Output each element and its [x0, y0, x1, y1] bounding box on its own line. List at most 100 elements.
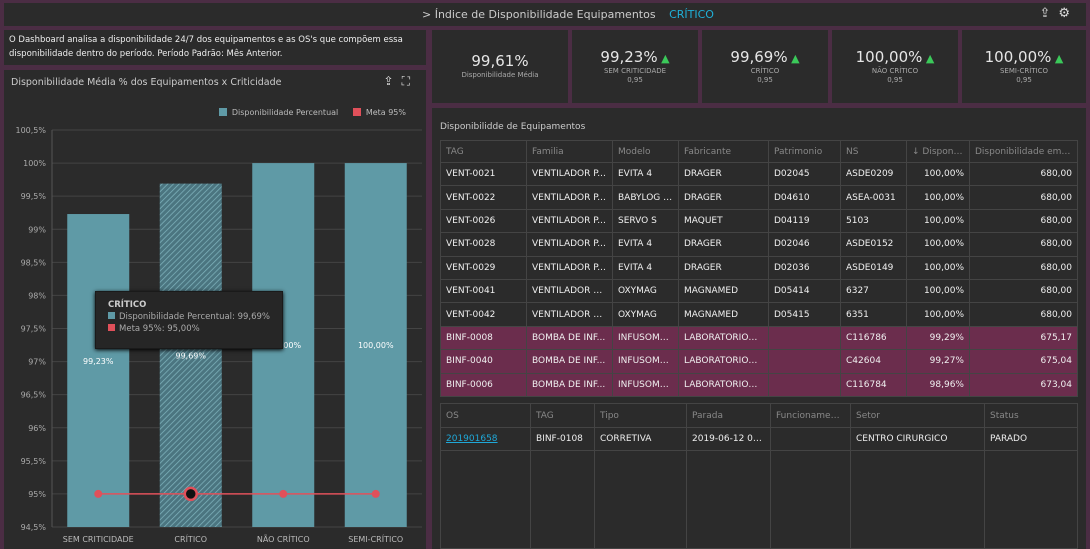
tooltip-line: Meta 95%: 95,00% — [119, 324, 200, 334]
table-cell: OXYMAG — [612, 278, 679, 304]
table-cell: MAGNAMED — [678, 278, 769, 304]
table-cell: 680,00 — [969, 255, 1078, 280]
table-cell — [768, 325, 841, 351]
empty-cell — [686, 450, 771, 549]
meta-point[interactable] — [94, 489, 103, 498]
table-cell: ASDE0152 — [840, 232, 907, 257]
table-cell: MAQUET — [678, 208, 769, 234]
column-header[interactable]: Disponibilidade em ... — [969, 140, 1078, 163]
legend-item-line[interactable]: Meta 95% — [352, 108, 406, 117]
table-cell: 675,17 — [969, 325, 1078, 351]
column-header[interactable]: Funcionamento — [770, 403, 851, 428]
table-cell — [768, 372, 841, 397]
table-cell: 100,00% — [906, 302, 970, 327]
data-label: 100,00% — [358, 341, 394, 350]
column-header[interactable]: Familia — [526, 140, 613, 163]
table-row[interactable]: VENT-0042 VENTILADOR D... OXYMAG MAGNAMED D0… — [440, 302, 1078, 327]
table-cell: PARADO — [984, 427, 1078, 451]
meta-point[interactable] — [371, 489, 380, 498]
trend-up-icon: ▲ — [787, 52, 800, 65]
column-header[interactable]: Fabricante — [678, 140, 769, 163]
os-table: OS TAG Tipo Parada Funcionamento Setor Status 2… — [440, 403, 1078, 549]
table-cell: DRAGER — [678, 255, 769, 280]
table-cell: VENT-0029 — [440, 255, 527, 280]
empty-cell — [530, 450, 595, 549]
column-header[interactable]: Modelo — [612, 140, 679, 163]
column-header[interactable]: TAG — [440, 140, 527, 163]
y-tick-label: 95% — [28, 490, 46, 499]
kpi-target: 0,95 — [627, 76, 643, 84]
table-cell: EVITA 4 — [612, 161, 679, 187]
kpi-value: 99,23% — [600, 48, 658, 66]
table-cell: 100,00% — [906, 278, 970, 304]
x-tick-label: SEMI-CRÍTICO — [348, 533, 403, 544]
table-cell: SERVO S — [612, 208, 679, 234]
share-icon[interactable]: ⇪ — [1039, 6, 1059, 21]
table-cell: BOMBA DE INF... — [526, 325, 613, 351]
table-cell: LABORATORIOS ... — [678, 372, 769, 397]
table-row[interactable]: BINF-0040 BOMBA DE INF... INFUSOMA... LABOR… — [440, 349, 1078, 374]
filter-settings-icon[interactable]: ⚙ — [1058, 6, 1078, 21]
table-cell: C116786 — [840, 325, 907, 351]
expand-icon[interactable]: ⛶ — [401, 74, 418, 88]
column-header[interactable]: TAG — [530, 403, 595, 428]
table-cell: BINF-0108 — [530, 427, 595, 451]
column-header[interactable]: Parada — [686, 403, 771, 428]
table-row[interactable]: VENT-0041 VENTILADOR D... OXYMAG MAGNAMED D0… — [440, 278, 1078, 304]
table-cell: VENTILADOR P... — [526, 185, 613, 210]
share-icon[interactable]: ⇪ — [383, 74, 402, 88]
table-row[interactable]: VENT-0026 VENTILADOR P... SERVO S MAQUET D04… — [440, 208, 1078, 234]
column-header[interactable]: Setor — [850, 403, 985, 428]
table-cell: VENT-0026 — [440, 208, 527, 234]
table-row[interactable]: VENT-0022 VENTILADOR P... BABYLOG 8... DRAG… — [440, 185, 1078, 210]
table-cell: 673,04 — [969, 372, 1078, 397]
y-tick-label: 94,5% — [21, 523, 47, 532]
table-cell: INFUSOMA... — [612, 325, 679, 351]
table-cell: VENTILADOR P... — [526, 232, 613, 257]
table-cell: CENTRO CIRURGICO — [850, 427, 985, 451]
table-cell: 680,00 — [969, 232, 1078, 257]
bar[interactable] — [159, 183, 222, 527]
chart-panel: 100,5% 100% 99,5% 99% 98,5% 98% 97,5% 97% 96,5% 9… — [4, 70, 426, 549]
column-header[interactable]: Patrimonio — [768, 140, 841, 163]
kpi-label: Disponibilidade Média — [461, 71, 539, 79]
bar[interactable] — [344, 163, 407, 527]
table-cell: C116784 — [840, 372, 907, 397]
table-cell: D05415 — [768, 302, 841, 327]
bar[interactable] — [67, 214, 130, 527]
meta-point[interactable] — [279, 489, 288, 498]
table-row[interactable]: 201901658 BINF-0108 CORRETIVA 2019-06-12 09… — [440, 427, 1078, 451]
table-cell: C42604 — [840, 349, 907, 374]
column-header[interactable]: ↓ Disponi... — [906, 140, 970, 163]
description: O Dashboard analisa a disponibilidade 24… — [4, 30, 426, 65]
table-row[interactable]: BINF-0006 BOMBA DE INF... INFUSOMA... LABOR… — [440, 372, 1078, 397]
trend-up-icon: ▲ — [922, 52, 935, 65]
table-cell: 680,00 — [969, 185, 1078, 210]
table-row[interactable]: VENT-0028 VENTILADOR P... EVITA 4 DRAGER D02… — [440, 232, 1078, 257]
y-tick-label: 97% — [28, 358, 46, 367]
table-cell: MAGNAMED — [678, 302, 769, 327]
column-header[interactable]: Tipo — [594, 403, 687, 428]
y-tick-label: 99% — [28, 225, 46, 234]
filter-badge[interactable]: CRÍTICO — [669, 8, 714, 21]
empty-cell — [850, 450, 985, 549]
column-header[interactable]: Status — [984, 403, 1078, 428]
column-header[interactable]: OS — [440, 403, 531, 428]
table-cell: D04610 — [768, 185, 841, 210]
kpi-card: 99,23% ▲ SEM CRITICIDADE 0,95 — [572, 30, 698, 103]
page-title: > Índice de Disponibilidade Equipamentos… — [422, 8, 714, 21]
column-header[interactable]: NS — [840, 140, 907, 163]
table-cell: EVITA 4 — [612, 232, 679, 257]
table-row[interactable]: VENT-0029 VENTILADOR P... EVITA 4 DRAGER D02… — [440, 255, 1078, 280]
kpi-value: 99,61% — [471, 52, 529, 70]
os-link[interactable]: 201901658 — [440, 427, 531, 451]
data-label: 99,23% — [83, 357, 114, 366]
meta-point[interactable] — [183, 486, 198, 502]
table-cell: BOMBA DE INF... — [526, 349, 613, 374]
legend-item-bar[interactable]: Disponibilidade Percentual — [218, 108, 338, 117]
table-cell: 100,00% — [906, 208, 970, 234]
table-row[interactable]: BINF-0008 BOMBA DE INF... INFUSOMA... LABOR… — [440, 325, 1078, 351]
table-cell: 680,00 — [969, 161, 1078, 187]
table-row[interactable]: VENT-0021 VENTILADOR P... EVITA 4 DRAGER D02… — [440, 161, 1078, 187]
table-cell: INFUSOMA... — [612, 372, 679, 397]
